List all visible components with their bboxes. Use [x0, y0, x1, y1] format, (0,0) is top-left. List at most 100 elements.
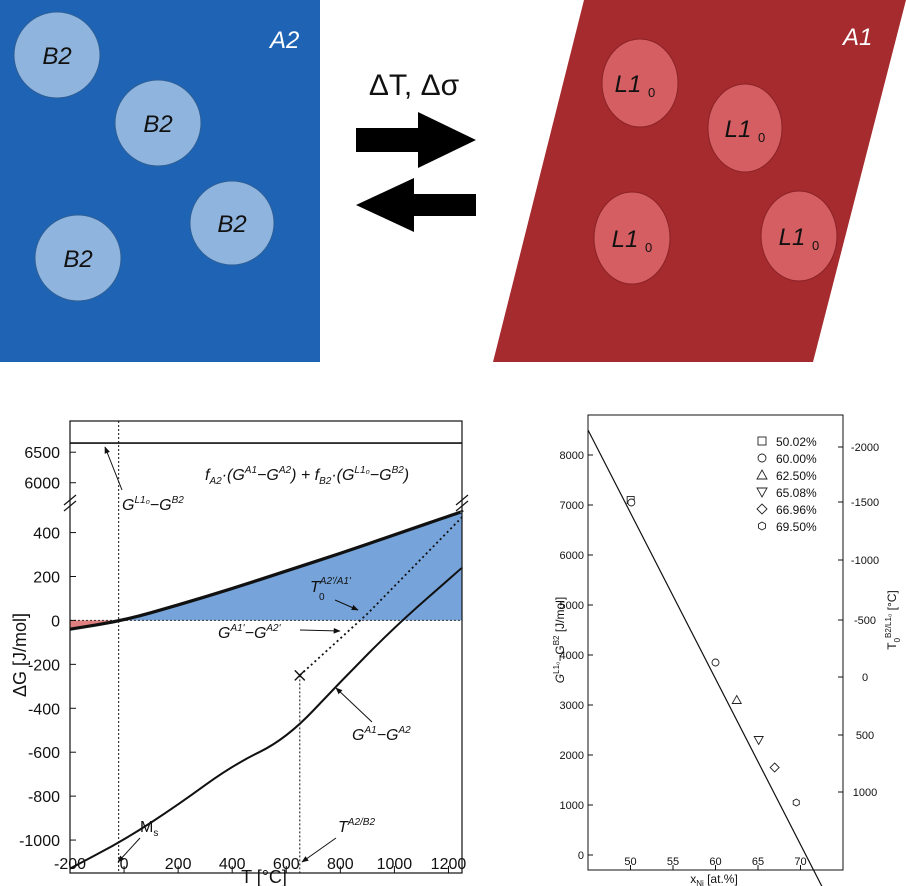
data-point [792, 798, 800, 807]
ga1-pointer [335, 687, 373, 723]
left-y-axis-label: ΔG [J/mol] [10, 613, 30, 697]
x-tick-label: 50 [624, 856, 636, 868]
right-y2-axis-label: T0B2/L1₀ [°C] [884, 590, 902, 650]
svg-text:B2: B2 [217, 211, 246, 238]
legend-marker [757, 453, 767, 463]
fit-line [587, 429, 823, 886]
y-tick-label: 0 [578, 850, 584, 862]
y-tick-label: 0 [51, 613, 60, 630]
y-tick-label: 6000 [560, 550, 584, 562]
svg-text:L1: L1 [615, 71, 642, 98]
x-tick-label: 600 [273, 856, 300, 873]
ga1prime-label: GA1'−GA2' [218, 623, 282, 642]
y-tick-label: 7000 [560, 500, 584, 512]
y2-tick-label: -500 [854, 615, 876, 627]
right-x-tick-labels: 50 55 60 65 70 [624, 856, 807, 870]
l10-particle: L1 0 [707, 83, 783, 173]
b2-particle: B2 [34, 214, 122, 302]
legend-item: 69.50% [758, 520, 817, 534]
l10-particle: L1 0 [593, 191, 671, 285]
right-y-axis-label: GL1₀−GB2 [J/mol] [552, 597, 567, 683]
svg-text:B2: B2 [63, 246, 92, 273]
gl10-pointer [104, 446, 123, 491]
legend-label: 62.50% [776, 469, 817, 483]
legend-item: 66.96% [756, 503, 817, 517]
ta2b2-label: TA2/B2 [338, 817, 375, 836]
legend-label: 60.00% [776, 452, 817, 466]
left-x-tick-labels: -200 0 200 400 600 800 1000 1200 [54, 856, 466, 873]
y-tick-label: -800 [28, 789, 60, 806]
x-tick-label: 1000 [377, 856, 413, 873]
series-line-ga1-ga2 [69, 566, 463, 870]
left-x-axis-label: T [°C] [241, 867, 287, 886]
ta2b2-pointer [301, 837, 337, 863]
legend-label: 66.96% [776, 503, 817, 517]
y-tick-label: 3000 [560, 700, 584, 712]
b2-particle: B2 [189, 180, 275, 266]
left-chart-frame [69, 420, 463, 874]
svg-text:L1: L1 [779, 224, 806, 251]
x-tick-label: 70 [794, 856, 806, 868]
legend-marker [758, 521, 766, 531]
legend-marker [756, 487, 768, 498]
ga1prime-start-marker [294, 669, 306, 681]
series-line-ga1prime-ga2prime [299, 516, 463, 676]
x-tick-label: 1200 [431, 856, 467, 873]
svg-text:B2: B2 [42, 43, 71, 70]
data-point [731, 694, 743, 704]
gl10-gb2-label: GL1₀−GB2 [122, 495, 184, 514]
t0-label: TA2'/A1' [310, 576, 352, 596]
positive-driving-force-area [124, 511, 462, 621]
right-chart: 50 55 60 65 70 0 1000 2000 3000 4000 5000 6000 7000… [552, 414, 902, 886]
legend-item: 60.00% [757, 452, 817, 466]
left-y-tick-labels: -1000 -800 -600 -400 -200 0 200 400 6000 6500 [19, 445, 76, 850]
y-tick-label: 6500 [24, 445, 60, 462]
data-point [753, 736, 764, 746]
a1-phase-label: A1 [841, 24, 872, 51]
series-line-combined [69, 510, 464, 631]
b2-particle: B2 [114, 79, 202, 167]
x-tick-label: 0 [120, 856, 129, 873]
combined-curve-label: fA2·(GA1−GA2) + fB2·(GL1₀−GB2) [205, 465, 409, 487]
reverse-arrow [356, 178, 476, 232]
x-tick-label: -200 [54, 856, 86, 873]
a1-matrix-panel [493, 0, 906, 362]
data-point [769, 762, 780, 773]
y-tick-label: -600 [28, 745, 60, 762]
y-tick-label: 1000 [560, 800, 584, 812]
l10-particle: L1 0 [760, 190, 838, 282]
transition-label: ΔT, Δσ [369, 69, 460, 102]
y-tick-label: -200 [28, 657, 60, 674]
svg-text:0: 0 [648, 85, 655, 100]
y-tick-label: 400 [33, 526, 60, 543]
y-tick-label: 5000 [560, 600, 584, 612]
legend-item: 50.02% [757, 435, 817, 449]
ga1prime-pointer [299, 628, 341, 634]
y-tick-label: 4000 [560, 650, 584, 662]
y-tick-label: -1000 [19, 833, 60, 850]
l10-particle: L1 0 [601, 38, 679, 128]
t0-pointer [334, 599, 359, 611]
y-tick-label: 2000 [560, 750, 584, 762]
legend-item: 62.50% [756, 469, 817, 483]
x-tick-label: 65 [752, 856, 764, 868]
a2-phase-label: A2 [268, 27, 299, 54]
x-tick-label: 55 [667, 856, 679, 868]
x-tick-label: 60 [709, 856, 721, 868]
svg-text:B2: B2 [143, 111, 172, 138]
data-point [627, 498, 636, 507]
y-tick-label: 8000 [560, 450, 584, 462]
left-chart: ΔG [J/mol] T [°C] -200 0 200 400 600 800 1000 1… [10, 420, 469, 886]
data-point [711, 658, 720, 667]
y2-tick-label: -1000 [851, 555, 879, 567]
legend-item: 65.08% [756, 486, 817, 500]
forward-arrow [356, 112, 476, 168]
legend-label: 50.02% [776, 435, 817, 449]
x-tick-label: 800 [327, 856, 354, 873]
legend-label: 69.50% [776, 520, 817, 534]
svg-text:L1: L1 [612, 226, 639, 253]
svg-text:L1: L1 [725, 116, 752, 143]
y2-tick-label: -1500 [851, 497, 879, 509]
right-chart-marks [587, 429, 823, 886]
